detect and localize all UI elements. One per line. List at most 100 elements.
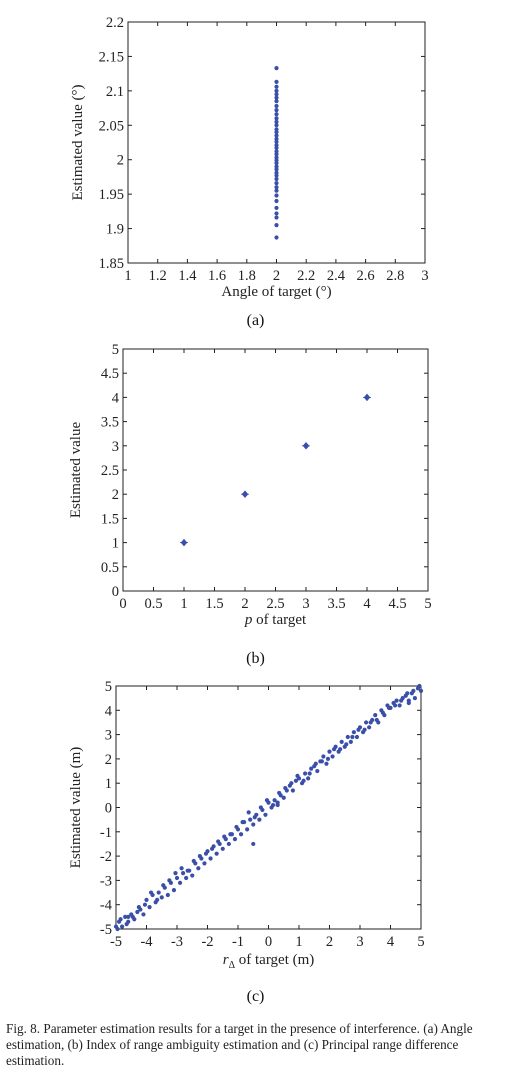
data-point bbox=[303, 771, 308, 776]
data-point bbox=[142, 902, 148, 907]
data-point bbox=[274, 161, 279, 166]
data-point bbox=[124, 922, 129, 927]
data-point bbox=[263, 812, 268, 817]
x-tick-label: 1.2 bbox=[149, 268, 167, 284]
data-point bbox=[245, 827, 250, 832]
x-tick-label: 1 bbox=[180, 596, 187, 612]
x-tick-label: 2 bbox=[241, 596, 248, 612]
y-tick-label: 3.5 bbox=[101, 415, 119, 431]
data-point bbox=[252, 815, 257, 820]
x-tick-label: 3 bbox=[302, 596, 309, 612]
data-point bbox=[156, 890, 161, 895]
plot-frame-b bbox=[122, 348, 429, 592]
data-point bbox=[179, 866, 184, 871]
y-tick-label: -5 bbox=[100, 922, 112, 938]
data-point bbox=[274, 112, 279, 117]
x-tick-label: 2.4 bbox=[327, 268, 346, 284]
x-tick-label: -4 bbox=[140, 934, 153, 950]
data-point bbox=[155, 897, 160, 902]
data-point bbox=[257, 817, 262, 822]
x-tick-label: 1.4 bbox=[178, 268, 197, 284]
y-tick-label: 1.85 bbox=[99, 256, 124, 272]
data-point bbox=[392, 703, 398, 708]
data-point bbox=[274, 116, 279, 121]
x-tick-label: 1.6 bbox=[208, 268, 226, 284]
data-point bbox=[274, 193, 279, 198]
data-point bbox=[331, 747, 337, 752]
y-tick-label: -2 bbox=[100, 849, 112, 865]
y-tick-label: 2.05 bbox=[99, 118, 124, 134]
data-point bbox=[167, 878, 172, 883]
data-point bbox=[301, 778, 306, 783]
data-point bbox=[417, 683, 422, 689]
x-tick-label: 2 bbox=[273, 268, 280, 284]
x-tick-label: 0 bbox=[265, 934, 272, 950]
data-point bbox=[148, 890, 154, 895]
data-point bbox=[290, 788, 295, 793]
x-tick-label: 1 bbox=[124, 268, 131, 284]
data-point bbox=[309, 766, 314, 771]
scatter-series bbox=[113, 683, 424, 932]
data-point bbox=[159, 895, 164, 900]
data-point bbox=[161, 883, 166, 888]
data-point bbox=[274, 139, 279, 144]
data-point bbox=[274, 167, 279, 172]
data-point bbox=[165, 892, 170, 898]
data-point bbox=[354, 734, 360, 740]
chart-angle-estimation: 1 1.2 1.4 1.6 1.8 2 2.2 2.4 2.6 2.8 3 1.85 1.9 1.95 2 2… bbox=[70, 15, 429, 300]
data-point bbox=[274, 188, 279, 193]
data-point bbox=[274, 145, 279, 151]
x-tick-label: 2.5 bbox=[266, 596, 284, 612]
data-point bbox=[281, 795, 286, 800]
x-tick-label: -3 bbox=[171, 934, 183, 950]
data-point bbox=[258, 805, 263, 810]
data-point bbox=[283, 785, 288, 791]
data-point bbox=[394, 698, 399, 703]
plot-frame-c bbox=[115, 685, 422, 930]
y-tick-label: 1 bbox=[112, 536, 119, 552]
data-point bbox=[270, 802, 276, 808]
data-point bbox=[319, 759, 324, 764]
data-point bbox=[274, 181, 279, 186]
data-point bbox=[181, 871, 186, 876]
data-point bbox=[364, 720, 369, 725]
data-point bbox=[272, 798, 277, 803]
data-point bbox=[228, 832, 233, 837]
data-point bbox=[264, 798, 270, 803]
data-point bbox=[238, 832, 244, 837]
x-tick-label: 3 bbox=[356, 934, 363, 950]
y-axis-label: Estimated value (m) bbox=[68, 747, 84, 869]
data-point bbox=[274, 88, 279, 93]
data-point bbox=[147, 905, 152, 910]
y-tick-label: -3 bbox=[100, 873, 112, 889]
y-tick-label: 3 bbox=[105, 728, 112, 744]
data-point bbox=[274, 152, 279, 157]
data-point bbox=[190, 873, 195, 878]
x-tick-label: 4 bbox=[363, 596, 371, 612]
data-point bbox=[274, 215, 279, 220]
data-point bbox=[184, 875, 189, 881]
y-tick-label: 1 bbox=[105, 776, 112, 792]
x-tick-label: 4 bbox=[387, 934, 395, 950]
data-point bbox=[274, 130, 279, 135]
x-tick-label: 1 bbox=[295, 934, 302, 950]
data-point bbox=[240, 819, 245, 825]
data-point bbox=[126, 914, 131, 919]
y-tick-label: 4 bbox=[112, 390, 120, 406]
data-point bbox=[348, 739, 353, 744]
data-point bbox=[216, 839, 221, 844]
data-point bbox=[274, 92, 279, 97]
y-tick-label: 5 bbox=[112, 342, 119, 358]
x-tick-label: 5 bbox=[424, 596, 431, 612]
x-tick-label: 0.5 bbox=[144, 596, 162, 612]
data-point bbox=[412, 696, 417, 701]
data-point bbox=[226, 841, 231, 847]
x-tick-label: 1.5 bbox=[205, 596, 223, 612]
data-point bbox=[274, 84, 279, 89]
data-point bbox=[411, 688, 416, 693]
x-axis-label: rΔ of target (m) bbox=[223, 952, 315, 971]
scatter-series bbox=[180, 393, 371, 547]
data-point bbox=[136, 905, 141, 910]
y-tick-label: 1.95 bbox=[99, 187, 124, 203]
data-point bbox=[324, 761, 329, 766]
